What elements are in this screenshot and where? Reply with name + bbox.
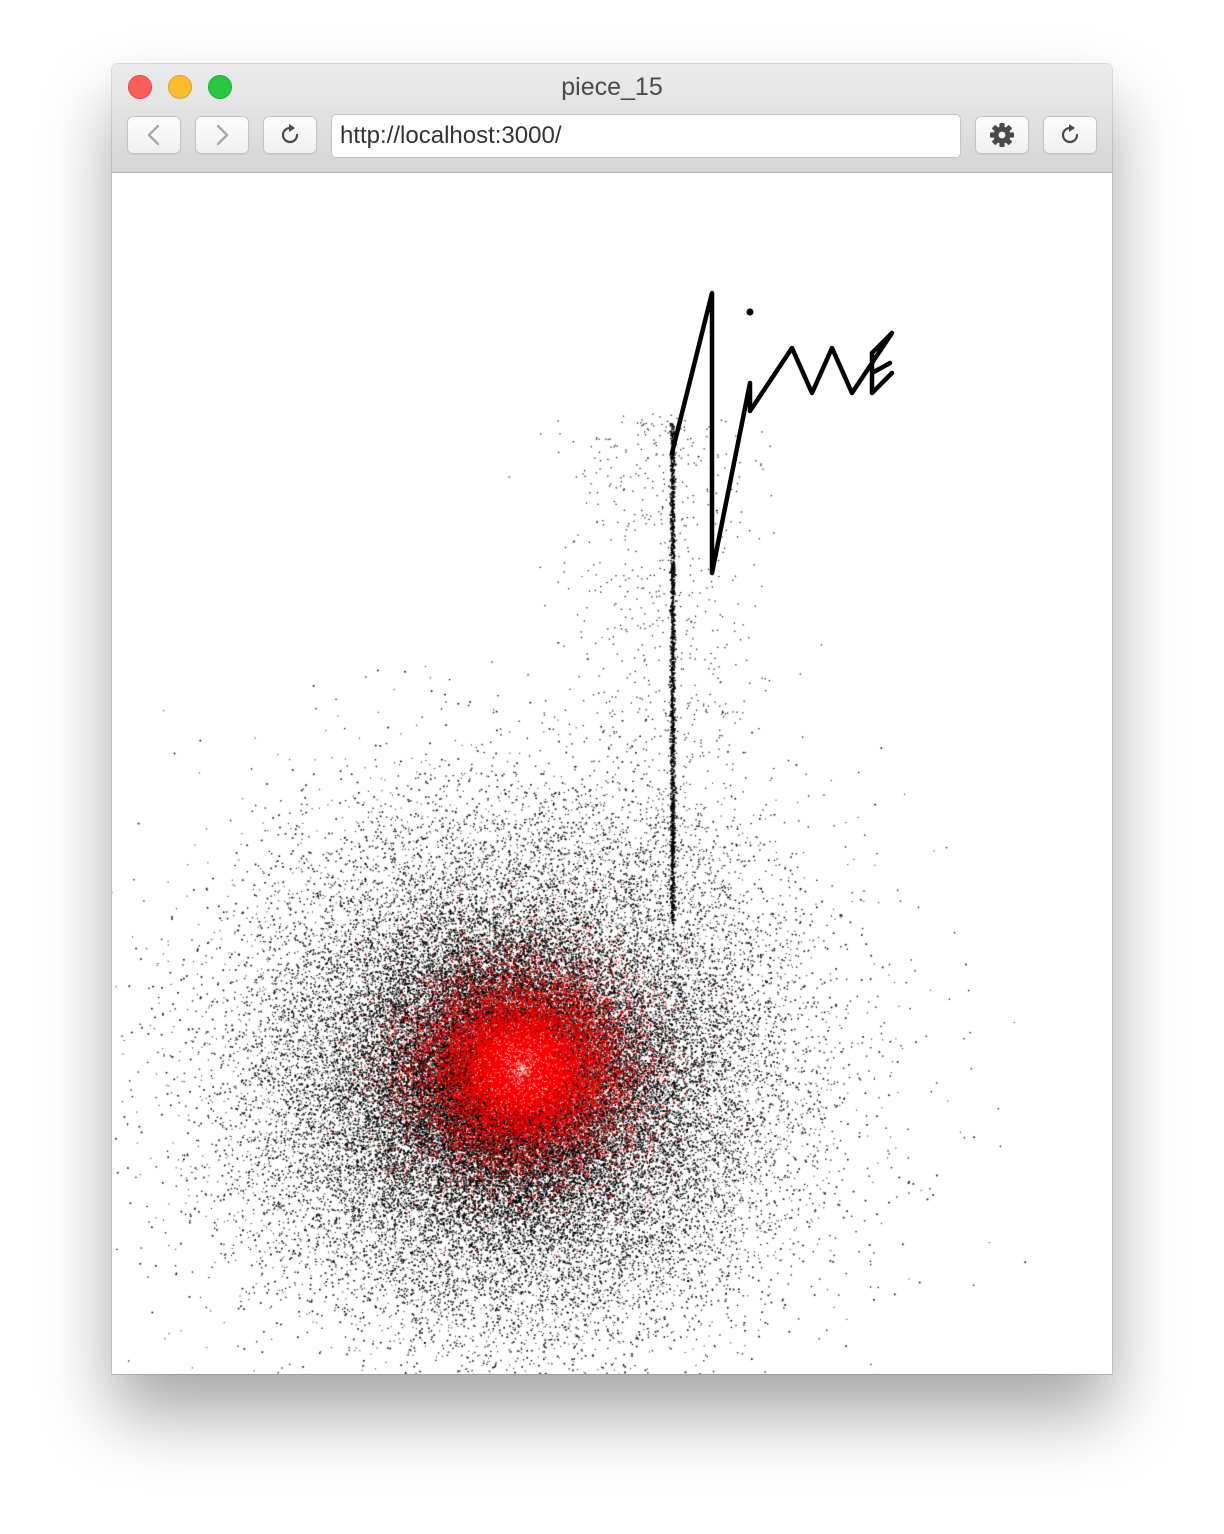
back-button[interactable] xyxy=(127,116,181,154)
particle-canvas xyxy=(112,173,1112,1374)
address-bar[interactable]: http://localhost:3000/ xyxy=(331,114,961,158)
maximize-window-button[interactable] xyxy=(208,75,232,99)
reload-icon xyxy=(281,124,299,144)
reload-button[interactable] xyxy=(263,116,317,154)
chevron-left-icon xyxy=(147,124,160,146)
signature-drawing xyxy=(669,290,895,576)
title-bar: piece_15 http://localhost:3000/ xyxy=(112,64,1112,173)
browser-window: piece_15 http://localhost:3000/ xyxy=(112,64,1112,1374)
refresh-button[interactable] xyxy=(1043,116,1097,154)
forward-button[interactable] xyxy=(195,116,249,154)
page-content xyxy=(112,173,1112,1374)
close-window-button[interactable] xyxy=(128,75,152,99)
chevron-right-icon xyxy=(216,124,229,146)
window-title: piece_15 xyxy=(561,73,663,101)
gear-icon xyxy=(990,123,1014,147)
minimize-window-button[interactable] xyxy=(168,75,192,99)
signature-stroke xyxy=(669,290,895,576)
signature-dot xyxy=(746,308,754,316)
reload-icon xyxy=(1061,124,1079,144)
settings-button[interactable] xyxy=(975,116,1029,154)
